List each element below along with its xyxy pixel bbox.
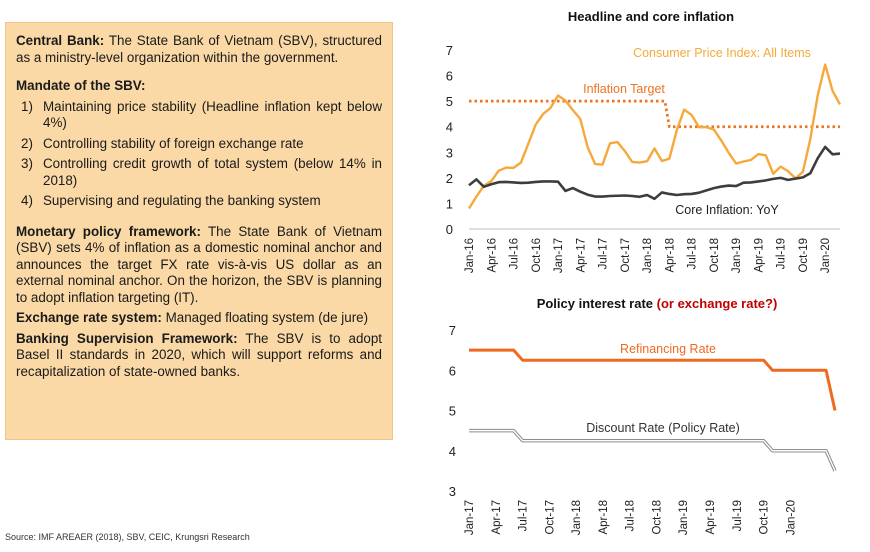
x-tick-label: Jan-17 — [464, 500, 476, 535]
x-tick-label: Jan-18 — [571, 500, 583, 535]
fx-text: Managed floating system (de jure) — [161, 310, 369, 325]
y-tick-label: 4 — [449, 444, 456, 459]
y-tick-label: 5 — [446, 94, 453, 109]
core-inflation-line — [468, 145, 841, 201]
x-tick-label: Apr-19 — [753, 238, 765, 273]
x-tick-label: Jan-19 — [731, 238, 743, 273]
mandate-item: 1) Maintaining price stability (Headline … — [16, 99, 382, 132]
x-tick-label: Jul-18 — [625, 500, 637, 531]
inflation-chart: Headline and core inflation 0 1 2 3 4 5 6 7 Jan-1… — [446, 9, 842, 273]
x-tick-label: Oct-18 — [651, 500, 663, 535]
x-tick-label: Jul-19 — [732, 500, 744, 531]
cpi-series-label: Consumer Price Index: All Items — [633, 46, 811, 60]
monetary-label: Monetary policy framework: — [16, 223, 201, 239]
x-tick-label: Jan-20 — [820, 238, 832, 273]
x-tick-label: Oct-16 — [531, 238, 543, 273]
mandate-list: 1) Maintaining price stability (Headline … — [16, 99, 382, 210]
refinancing-rate-line — [469, 348, 837, 411]
central-bank-paragraph: Central Bank: The State Bank of Vietnam … — [16, 33, 382, 66]
mandate-item-number: 3) — [21, 156, 33, 171]
x-tick-label: Oct-17 — [544, 500, 556, 535]
mandate-item-text: Controlling credit growth of total syste… — [43, 156, 382, 188]
y-tick-label: 7 — [446, 43, 453, 58]
monetary-paragraph: Monetary policy framework: The State Ban… — [16, 224, 382, 307]
inflation-target-series-label: Inflation Target — [583, 82, 665, 96]
y-tick-label: 3 — [449, 484, 456, 499]
inflation-target-line — [469, 99, 840, 129]
mandate-item: 3) Controlling credit growth of total sys… — [16, 156, 382, 189]
x-tick-label: Apr-17 — [491, 500, 503, 535]
x-tick-label: Apr-16 — [486, 238, 498, 273]
monetary-text: The State Bank of Vietnam (SBV) sets 4% … — [16, 223, 382, 305]
cpi-line — [467, 63, 842, 210]
chart-title-accent: (or exchange rate?) — [657, 296, 778, 311]
x-tick-label: Jan-18 — [642, 238, 654, 273]
x-tick-label: Apr-18 — [598, 500, 610, 535]
fx-label: Exchange rate system: — [16, 310, 162, 325]
y-tick-label: 7 — [449, 323, 456, 338]
banking-label: Banking Supervision Framework: — [16, 330, 238, 346]
x-tick-label: Jul-17 — [598, 238, 610, 269]
banking-text: The SBV is to adopt Basel II standards i… — [16, 330, 383, 379]
chart-title: Headline and core inflation — [568, 9, 734, 24]
x-tick-label: Apr-17 — [575, 238, 587, 273]
mandate-item: 2) Controlling stability of foreign excha… — [16, 136, 382, 153]
mandate-item-text: Controlling stability of foreign exchang… — [43, 135, 304, 151]
x-tick-label: Oct-19 — [798, 238, 810, 273]
core-inflation-series-label: Core Inflation: YoY — [675, 203, 779, 217]
central-bank-label: Central Bank: — [16, 33, 105, 48]
mandate-item-number: 2) — [21, 135, 33, 151]
chart-title: Policy interest rate (or exchange rate?) — [537, 296, 778, 311]
y-tick-label: 5 — [449, 404, 456, 419]
mandate-item-number: 1) — [21, 98, 33, 114]
x-tick-label: Jul-19 — [776, 238, 788, 269]
y-tick-label: 0 — [446, 222, 453, 237]
x-tick-label: Jan-17 — [553, 238, 565, 273]
x-tick-label: Jan-19 — [678, 500, 690, 535]
mandate-title: Mandate of the SBV: — [16, 78, 146, 93]
x-tick-label: Oct-19 — [759, 500, 771, 535]
y-tick-label: 3 — [446, 145, 453, 160]
x-tick-label: Jan-16 — [464, 238, 476, 273]
chart-title-main: Policy interest rate — [537, 296, 657, 311]
banking-paragraph: Banking Supervision Framework: The SBV i… — [16, 331, 382, 381]
x-tick-label: Jul-18 — [687, 238, 699, 269]
x-tick-label: Oct-18 — [709, 238, 721, 273]
refinancing-rate-series-label: Refinancing Rate — [620, 342, 716, 356]
policy-rate-chart: Policy interest rate (or exchange rate?)… — [449, 296, 837, 535]
central-bank-text: The State Bank of Vietnam (SBV), structu… — [16, 33, 382, 65]
y-tick-label: 6 — [449, 363, 456, 378]
x-tick-label: Jul-17 — [518, 500, 530, 531]
fx-paragraph: Exchange rate system: Managed floating s… — [16, 310, 382, 327]
mandate-item-text: Supervising and regulating the banking s… — [43, 193, 321, 208]
x-tick-label: Jan-20 — [785, 500, 797, 535]
y-tick-label: 2 — [446, 171, 453, 186]
x-tick-label: Apr-19 — [705, 500, 717, 535]
discount-rate-line-core — [469, 429, 836, 472]
discount-rate-series-label: Discount Rate (Policy Rate) — [586, 421, 740, 435]
y-tick-label: 4 — [446, 120, 453, 135]
x-tick-label: Apr-18 — [664, 238, 676, 273]
mandate-item: 4) Supervising and regulating the banking… — [16, 193, 382, 210]
source-note: Source: IMF AREAER (2018), SBV, CEIC, Kr… — [5, 532, 250, 542]
framework-textbox: Central Bank: The State Bank of Vietnam … — [5, 22, 393, 440]
mandate-item-number: 4) — [21, 193, 33, 208]
mandate-item-text: Maintaining price stability (Headline in… — [43, 98, 382, 131]
x-tick-label: Oct-17 — [620, 238, 632, 273]
x-tick-label: Jul-16 — [509, 238, 521, 269]
y-tick-label: 6 — [446, 69, 453, 84]
y-tick-label: 1 — [446, 196, 453, 211]
